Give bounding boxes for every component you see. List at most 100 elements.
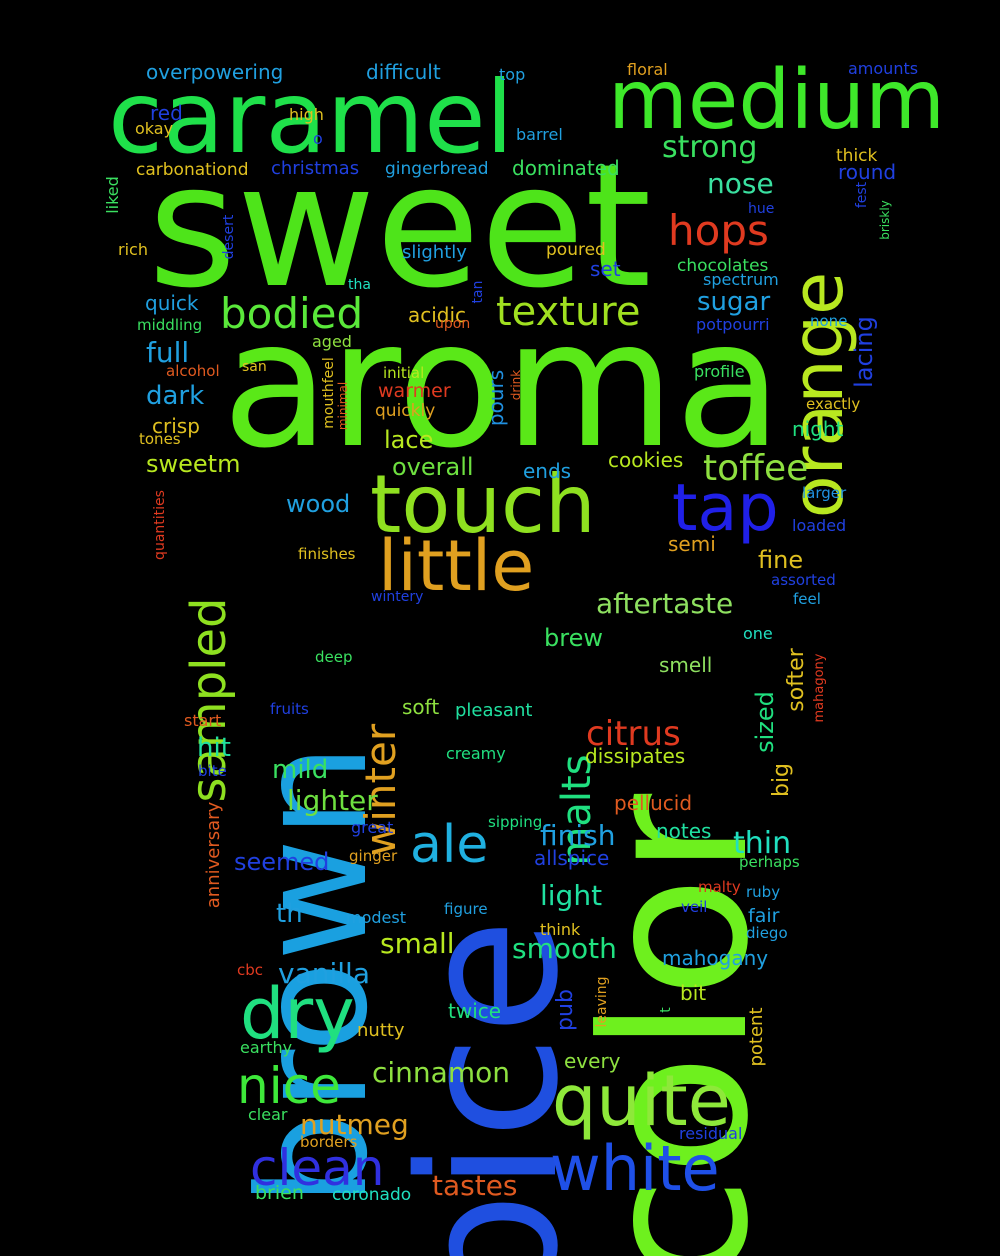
word-tan: tan	[470, 281, 486, 304]
word-brien: brien	[255, 1182, 304, 1204]
word-potpourri: potpourri	[696, 315, 770, 334]
word-lighter: lighter	[287, 784, 378, 817]
word-tones: tones	[139, 430, 181, 448]
word-lacing: lacing	[850, 316, 878, 388]
word-t: t	[658, 1007, 674, 1013]
word-finishes: finishes	[298, 545, 356, 563]
word-modest: modest	[346, 908, 406, 927]
word-tap: tap	[672, 471, 779, 546]
word-wood: wood	[286, 490, 350, 518]
word-medium: medium	[608, 53, 945, 148]
word-briskly: briskly	[878, 200, 892, 240]
word-malty: malty	[698, 878, 741, 896]
word-great: great	[351, 818, 393, 837]
word-sized: sized	[751, 691, 779, 753]
word-slightly: slightly	[402, 242, 467, 263]
word-round: round	[838, 160, 896, 184]
word-small: small	[380, 927, 455, 960]
word-upon: upon	[435, 316, 470, 332]
word-every: every	[564, 1049, 621, 1073]
word-cookies: cookies	[608, 448, 683, 472]
word-dry: dry	[240, 973, 355, 1055]
word-christmas: christmas	[271, 158, 359, 179]
word-dominated: dominated	[512, 156, 620, 180]
word-ginger: ginger	[349, 847, 398, 865]
word-th: th	[276, 899, 303, 929]
word-pellucid: pellucid	[614, 791, 692, 815]
word-one: one	[743, 624, 773, 643]
word-top: top	[499, 65, 525, 84]
word-brown: brown	[227, 743, 401, 1206]
word-ale: ale	[410, 815, 488, 875]
word-crisp: crisp	[152, 414, 200, 438]
word-big: big	[769, 763, 794, 797]
word-cbc: cbc	[237, 961, 263, 979]
word-carbonationd: carbonationd	[136, 160, 249, 180]
word-bodied: bodied	[220, 289, 363, 338]
word-fruits: fruits	[270, 700, 309, 718]
word-nutty: nutty	[357, 1020, 405, 1041]
word-difficult: difficult	[366, 60, 441, 84]
word-texture: texture	[496, 289, 640, 335]
word-quantities: quantities	[152, 490, 168, 560]
word-allspice: allspice	[534, 846, 609, 870]
word-veil: veil	[681, 898, 707, 916]
word-strong: strong	[662, 130, 757, 165]
word-dissipates: dissipates	[585, 744, 685, 768]
word-borders: borders	[300, 1133, 358, 1151]
word-san: san	[242, 359, 267, 375]
word-anniversary: anniversary	[203, 801, 224, 908]
word-minimal: minimal	[336, 382, 350, 430]
word-feel: feel	[793, 590, 821, 608]
word-touch: touch	[370, 458, 596, 551]
word-sugar: sugar	[697, 287, 770, 317]
word-rich: rich	[118, 240, 148, 259]
word-initial: initial	[383, 364, 424, 382]
word-chocolates: chocolates	[677, 256, 769, 276]
word-thick: thick	[836, 146, 878, 166]
word-lace: lace	[384, 426, 433, 454]
word-mouthfeel: mouthfeel	[321, 357, 337, 428]
word-o: o	[313, 129, 323, 148]
word-bit: bit	[680, 981, 706, 1005]
word-softer: softer	[784, 647, 809, 711]
word-perhaps: perhaps	[739, 853, 800, 871]
word-exactly: exactly	[806, 395, 860, 413]
word-start: start	[184, 711, 221, 730]
word-acidic: acidic	[408, 303, 466, 327]
word-coronado: coronado	[332, 1185, 411, 1205]
word-aroma: aroma	[222, 284, 782, 487]
word-brew: brew	[544, 624, 603, 652]
word-gingerbread: gingerbread	[385, 159, 489, 179]
word-mahagony: mahagony	[812, 653, 827, 722]
word-ends: ends	[523, 459, 571, 483]
word-smell: smell	[659, 653, 712, 677]
word-set: set	[590, 257, 621, 281]
word-bite: bite	[198, 762, 227, 780]
word-potent: potent	[746, 1007, 767, 1066]
word-notes: notes	[656, 819, 711, 843]
word-overall: overall	[392, 453, 474, 481]
word-nose: nose	[707, 167, 774, 200]
word-sweetm: sweetm	[146, 450, 240, 478]
word-mild: mild	[272, 755, 328, 785]
word-sweet: sweet	[148, 128, 651, 326]
word-residual: residual	[679, 1124, 742, 1143]
word-vanilla: vanilla	[278, 957, 370, 990]
word-night: night	[792, 417, 844, 441]
word-fine: fine	[758, 546, 803, 574]
word-loaded: loaded	[792, 516, 846, 535]
word-amounts: amounts	[848, 59, 918, 78]
word-quickly: quickly	[375, 401, 435, 421]
word-mahogany: mahogany	[662, 946, 768, 970]
word-pub: pub	[553, 989, 578, 1031]
word-soft: soft	[402, 695, 439, 719]
word-floral: floral	[627, 60, 668, 79]
word-twice: twice	[448, 999, 501, 1023]
word-aftertaste: aftertaste	[596, 587, 733, 620]
word-overpowering: overpowering	[146, 60, 283, 84]
word-diego: diego	[746, 924, 788, 942]
word-red: red	[150, 101, 183, 125]
word-smooth: smooth	[512, 932, 617, 965]
word-little: little	[378, 525, 534, 607]
